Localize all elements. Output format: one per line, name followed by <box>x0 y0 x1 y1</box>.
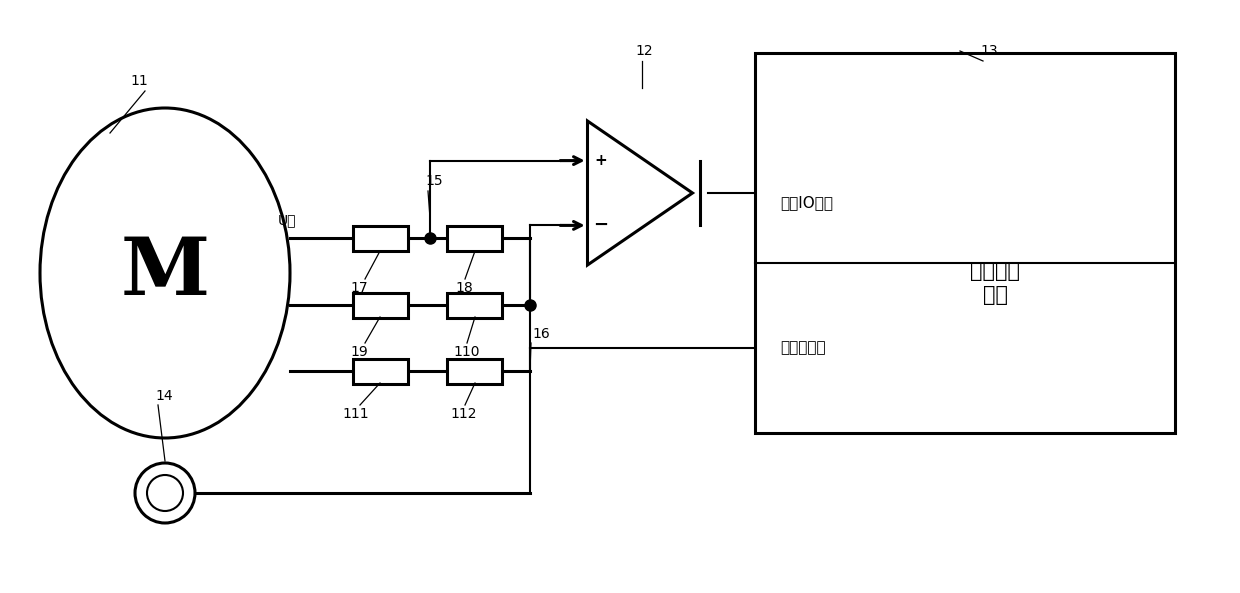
Polygon shape <box>588 121 692 265</box>
Circle shape <box>135 463 195 523</box>
Bar <box>448 359 502 384</box>
Text: 14: 14 <box>155 389 172 403</box>
Text: 110: 110 <box>453 345 480 359</box>
Text: 13: 13 <box>980 44 998 58</box>
Text: 12: 12 <box>635 44 652 58</box>
Text: U相: U相 <box>278 213 296 227</box>
Bar <box>448 225 502 250</box>
Bar <box>448 292 502 317</box>
Text: 111: 111 <box>342 407 368 421</box>
Circle shape <box>148 475 184 511</box>
Text: 112: 112 <box>450 407 476 421</box>
Bar <box>755 53 1176 433</box>
Bar <box>352 225 408 250</box>
Text: 19: 19 <box>350 345 368 359</box>
Text: M: M <box>120 234 210 312</box>
Text: 18: 18 <box>455 281 472 295</box>
Text: 数据采集
装置: 数据采集 装置 <box>970 262 1021 305</box>
Text: −: − <box>593 216 608 234</box>
Text: +: + <box>594 153 606 168</box>
Text: 数字IO接口: 数字IO接口 <box>780 196 833 211</box>
Text: 11: 11 <box>130 74 148 88</box>
Bar <box>352 292 408 317</box>
Text: 编码器接口: 编码器接口 <box>780 340 826 355</box>
Text: 15: 15 <box>425 174 443 188</box>
Bar <box>352 359 408 384</box>
Ellipse shape <box>40 108 290 438</box>
Text: 17: 17 <box>350 281 367 295</box>
Text: 16: 16 <box>532 327 549 341</box>
